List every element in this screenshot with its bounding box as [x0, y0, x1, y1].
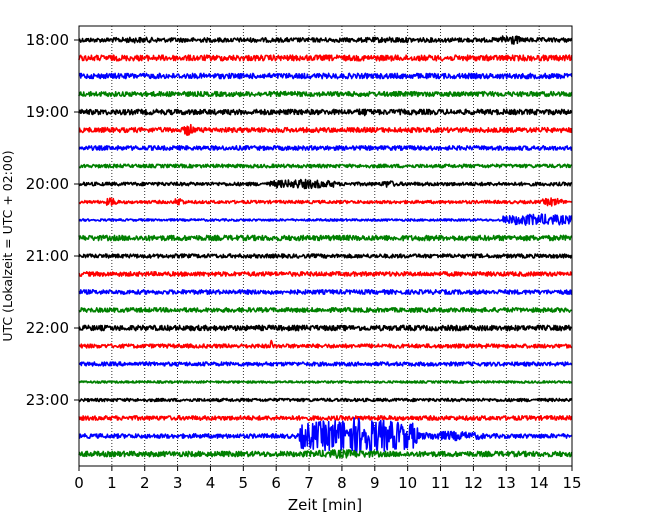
x-tick-label: 8: [337, 474, 347, 492]
x-axis-ticks: 0 1 2 3 4 5 6 7 8 9 10 11 12 13 14 15: [74, 466, 582, 492]
x-tick-label: 7: [304, 474, 314, 492]
x-tick-label: 2: [140, 474, 150, 492]
x-tick-label: 12: [464, 474, 483, 492]
y-tick-label: 23:00: [26, 391, 69, 409]
x-tick-label: 14: [530, 474, 549, 492]
trace-18:45: [78, 90, 573, 98]
trace-19:45: [78, 163, 573, 169]
trace-22:15: [78, 339, 573, 349]
x-tick-label: 10: [398, 474, 417, 492]
x-tick-label: 15: [562, 474, 581, 492]
y-tick-label: 21:00: [26, 247, 69, 265]
x-axis-label: Zeit [min]: [288, 496, 362, 514]
trace-22:00: [78, 324, 573, 332]
y-tick-label: 22:00: [26, 319, 69, 337]
plot-frame: [78, 25, 573, 467]
y-tick-label: 18:00: [26, 31, 69, 49]
x-tick-label: 6: [271, 474, 281, 492]
x-tick-label: 5: [239, 474, 249, 492]
y-axis-ticks: 18:00 19:00 20:00 21:00 22:00 23:00: [26, 31, 79, 409]
y-tick-label: 19:00: [26, 103, 69, 121]
trace-20:15: [78, 197, 573, 207]
trace-21:00: [78, 253, 573, 259]
trace-21:45: [78, 307, 573, 313]
trace-20:45: [78, 234, 573, 242]
trace-20:00: [78, 178, 573, 190]
x-tick-label: 3: [173, 474, 183, 492]
trace-19:15: [78, 123, 573, 136]
trace-23:30: [78, 417, 573, 456]
trace-21:15: [78, 271, 573, 277]
trace-19:30: [78, 145, 573, 151]
y-axis-label: UTC (Lokalzeit = UTC + 02:00): [0, 150, 15, 341]
trace-18:30: [78, 72, 573, 80]
x-tick-label: 1: [107, 474, 117, 492]
x-tick-label: 4: [206, 474, 216, 492]
trace-22:45: [78, 380, 573, 384]
trace-23:00: [78, 397, 573, 403]
trace-18:15: [78, 54, 573, 62]
trace-20:30: [78, 213, 573, 226]
x-tick-label: 13: [497, 474, 516, 492]
trace-22:30: [78, 361, 573, 367]
x-tick-label: 9: [370, 474, 380, 492]
trace-21:30: [78, 289, 573, 295]
trace-23:45: [78, 449, 573, 459]
trace-18:00: [78, 35, 573, 45]
trace-23:15: [78, 415, 573, 421]
y-tick-label: 20:00: [26, 175, 69, 193]
x-tick-label: 11: [431, 474, 450, 492]
trace-19:00: [78, 108, 573, 117]
x-tick-label: 0: [74, 474, 84, 492]
vertical-grid-lines: [111, 26, 540, 466]
trace-rows: [78, 35, 573, 459]
